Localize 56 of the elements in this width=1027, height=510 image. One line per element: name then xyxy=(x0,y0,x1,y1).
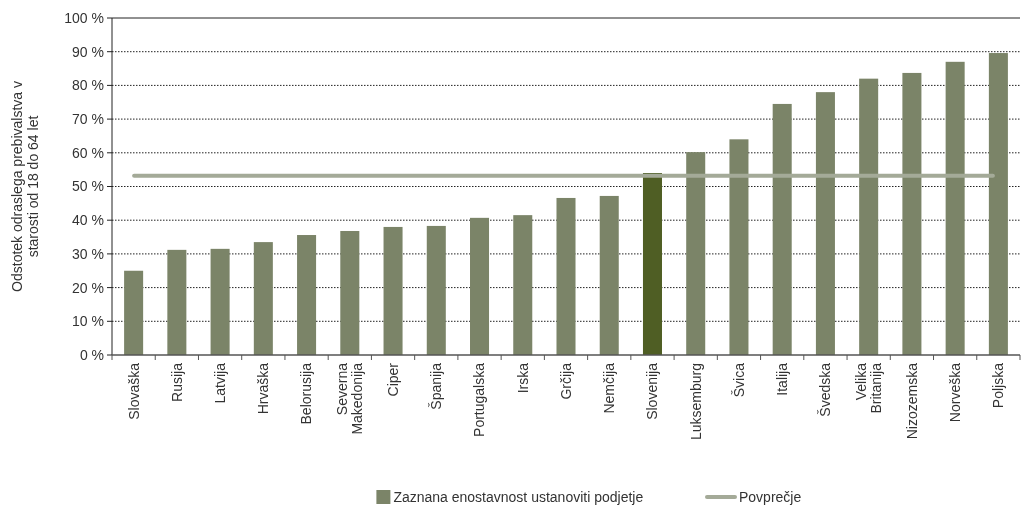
y-tick-label: 10 % xyxy=(72,313,104,330)
x-tick-label: Španija xyxy=(428,362,445,410)
y-tick-label: 50 % xyxy=(72,178,104,195)
bar xyxy=(124,270,144,355)
x-tick-label: Ciper xyxy=(384,362,401,397)
x-tick-label: Norveška xyxy=(947,362,964,423)
y-tick-label: 20 % xyxy=(72,279,104,296)
bar xyxy=(253,242,273,355)
x-tick-label: Nizozemska xyxy=(903,362,920,440)
bar xyxy=(210,248,230,355)
bar xyxy=(945,61,965,355)
y-tick-label: 70 % xyxy=(72,111,104,127)
x-tick-label: Hrvaška xyxy=(255,362,272,415)
x-tick-label: Severna Makedonija xyxy=(334,362,366,435)
bar xyxy=(513,215,533,355)
x-tick-label: Italija xyxy=(774,362,791,396)
bar xyxy=(859,78,879,355)
bar xyxy=(815,92,835,355)
bar xyxy=(642,173,662,355)
x-tick-label: Irska xyxy=(514,362,531,394)
x-tick-label: Švica xyxy=(730,362,747,398)
bar xyxy=(902,72,922,355)
x-tick-label: Rusija xyxy=(168,362,185,402)
bar xyxy=(340,230,360,355)
x-tick-label: Švedska xyxy=(817,362,834,417)
x-tick-label: Luksemburg xyxy=(687,363,704,441)
x-tick-label: Latvija xyxy=(212,362,228,404)
bar xyxy=(772,103,792,355)
y-tick-label: 60 % xyxy=(72,144,104,161)
y-axis-title: Odstotek odraslega prebivalstva v starosti od 18 do 64 let xyxy=(9,81,42,292)
bar xyxy=(686,152,706,355)
x-tick-label: Velika Britanija xyxy=(852,362,885,414)
x-tick-label: Nemčija xyxy=(601,362,618,414)
y-tick-label: 40 % xyxy=(72,212,104,229)
bar xyxy=(729,139,749,355)
y-tick-label: 30 % xyxy=(72,245,104,262)
bar xyxy=(556,197,576,355)
bar xyxy=(470,217,490,355)
legend-label: Povprečje xyxy=(739,488,802,505)
bar xyxy=(383,226,403,355)
x-tick-label: Portugalska xyxy=(471,362,488,437)
x-tick-label: Grčija xyxy=(557,362,574,400)
bar xyxy=(167,249,187,355)
y-tick-label: 90 % xyxy=(72,43,104,60)
x-tick-label: Belorusija xyxy=(298,362,315,425)
bar xyxy=(599,195,619,355)
bar xyxy=(426,225,446,355)
x-tick-label: Poljska xyxy=(990,362,1007,409)
y-tick-label: 0 % xyxy=(79,346,104,363)
legend-label: Zaznana enostavnost ustanoviti podjetje xyxy=(393,488,644,505)
y-tick-label: 100 % xyxy=(64,9,104,26)
x-tick-label: Slovaška xyxy=(125,362,142,420)
bar xyxy=(297,235,317,355)
x-tick-label: Slovenija xyxy=(644,362,661,420)
y-tick-label: 80 % xyxy=(72,77,104,94)
bar xyxy=(988,53,1008,355)
